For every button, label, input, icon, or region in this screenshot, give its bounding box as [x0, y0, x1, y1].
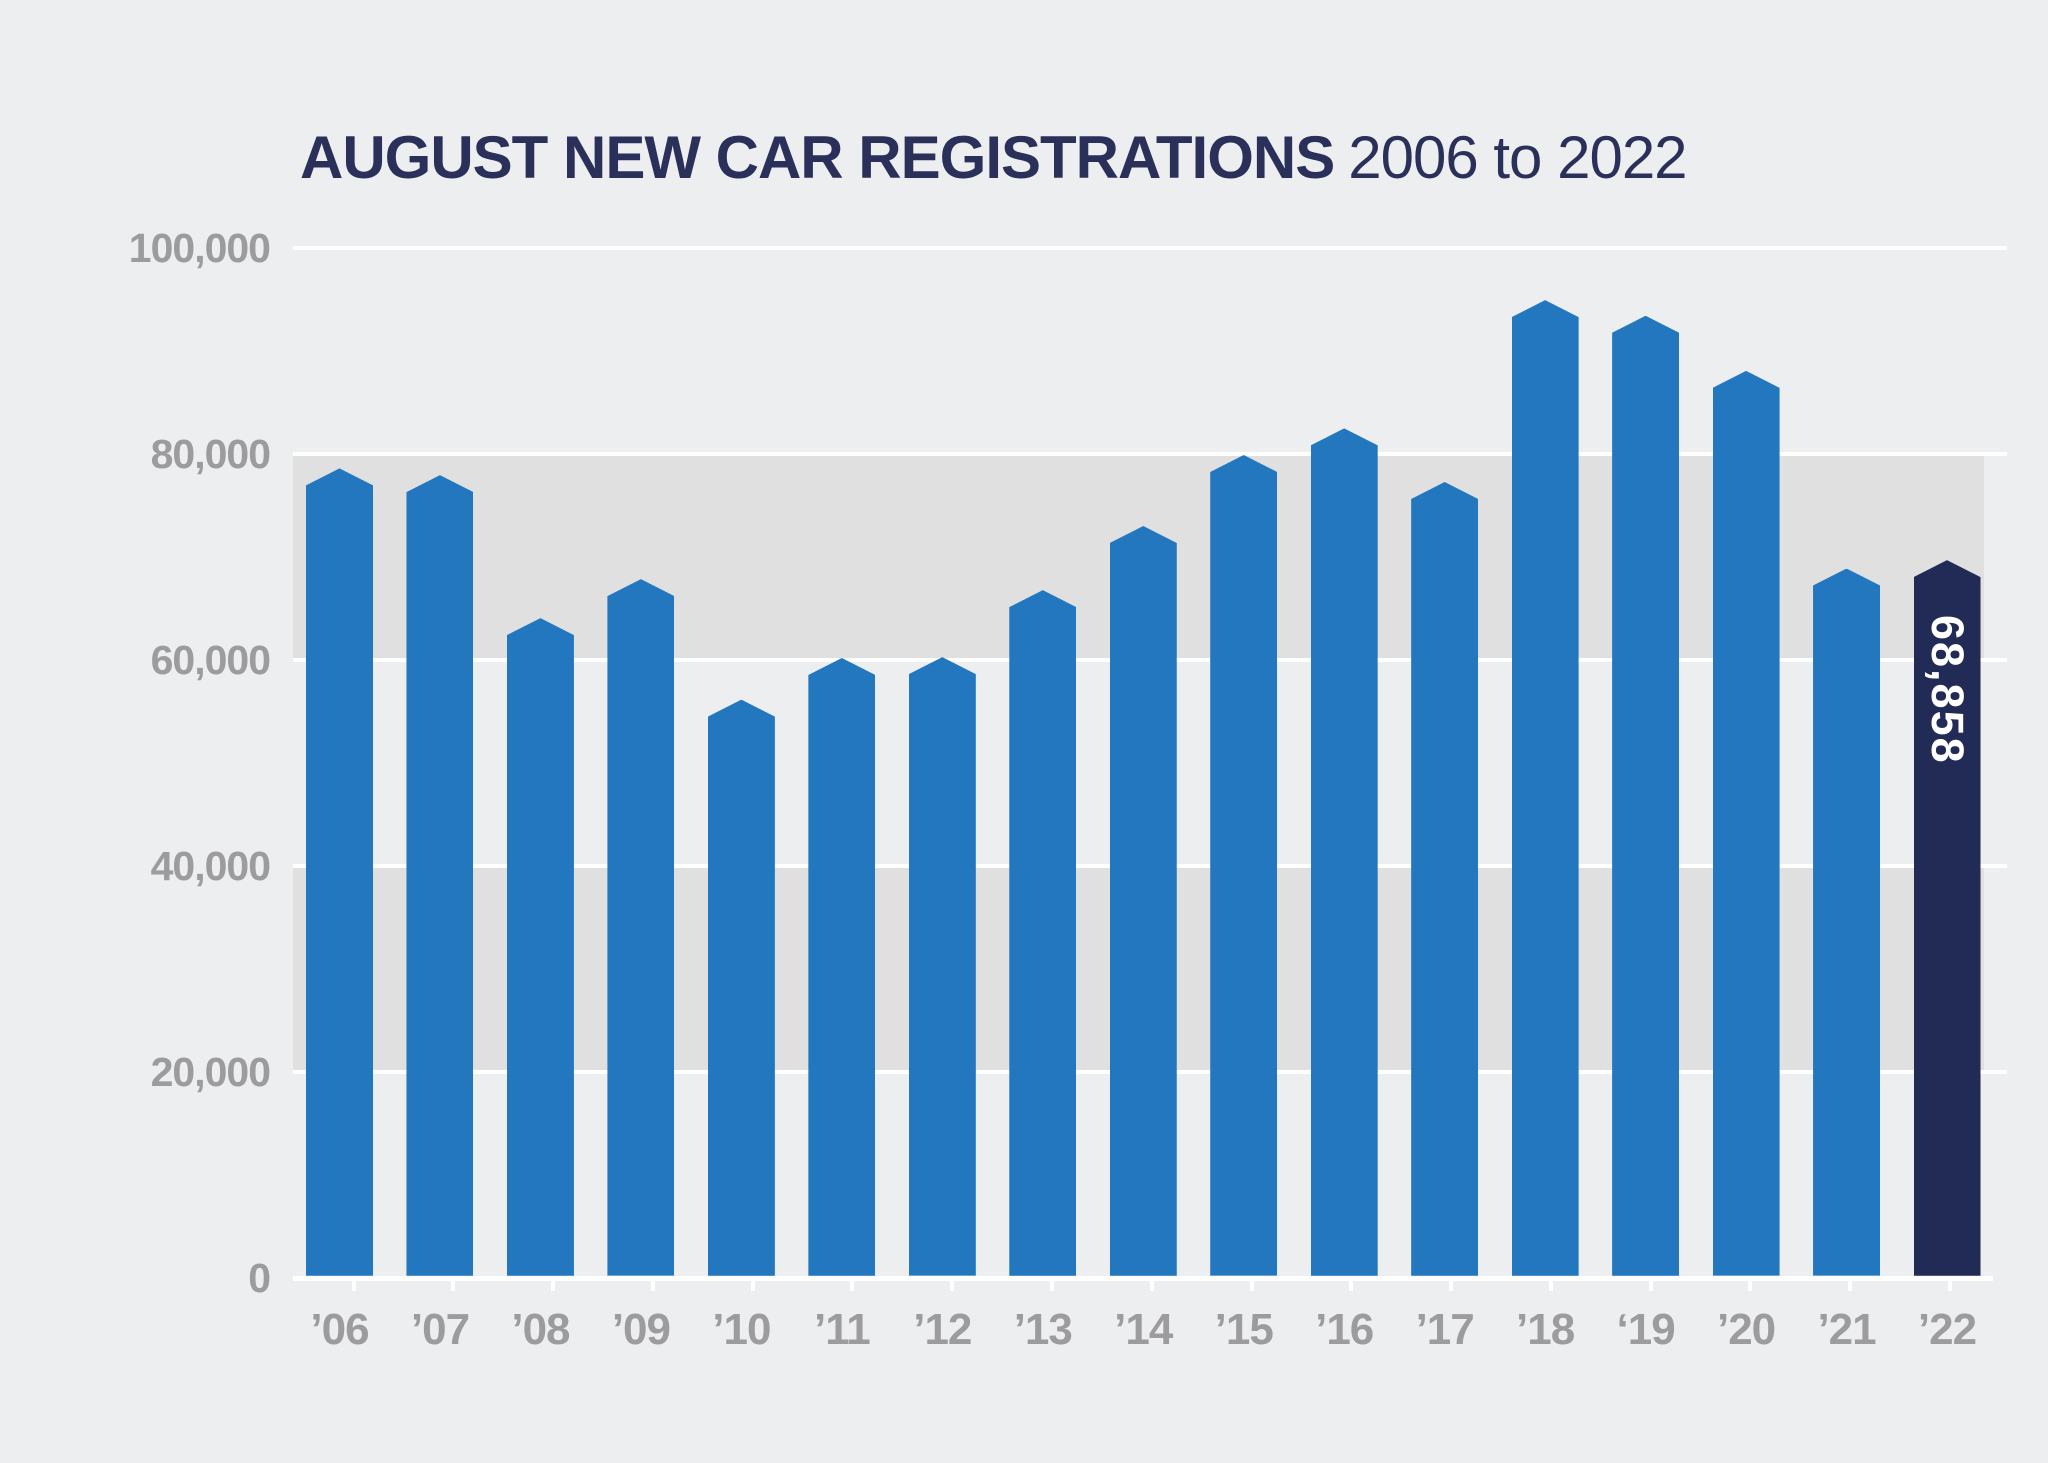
x-axis-label-2019: ‘19	[1616, 1305, 1676, 1354]
bar-2007	[406, 475, 474, 1276]
x-axis-label-2016: ’16	[1315, 1305, 1374, 1354]
x-axis-tick-2011	[850, 1280, 855, 1291]
bar-2012	[908, 657, 976, 1276]
x-axis-label-2018: ’18	[1516, 1305, 1575, 1354]
x-axis-tick-2022	[1948, 1280, 1952, 1291]
bar-2013	[1009, 590, 1077, 1276]
bar-2017	[1411, 482, 1479, 1276]
x-axis-baseline	[293, 1275, 1993, 1281]
x-axis-label-2021: ’21	[1817, 1305, 1876, 1354]
x-axis-tick-2016	[1349, 1280, 1354, 1291]
x-axis-tick-2019	[1648, 1280, 1653, 1291]
x-axis-tick-2006	[351, 1280, 356, 1291]
bar-2009	[607, 579, 675, 1276]
bar-2021	[1813, 568, 1881, 1276]
bar-2018	[1511, 300, 1579, 1276]
bar-2011	[808, 658, 876, 1276]
x-axis-label-2008: ’08	[511, 1305, 570, 1354]
x-axis-tick-2015	[1249, 1280, 1254, 1291]
y-axis-label-80000: 80,000	[150, 430, 271, 477]
y-axis-label-60000: 60,000	[150, 636, 271, 683]
x-axis-tick-2021	[1848, 1280, 1853, 1291]
chart-title-main: AUGUST NEW CAR REGISTRATIONS	[300, 124, 1335, 191]
y-axis-label-100000: 100,000	[128, 224, 271, 271]
bar-2010	[707, 699, 775, 1276]
bar-2022: 68,858	[1913, 560, 1981, 1276]
x-axis-tick-2014	[1149, 1280, 1154, 1291]
x-axis-tick-2008	[551, 1280, 556, 1291]
bar-2016	[1310, 428, 1378, 1276]
x-axis-label-2011: ’11	[813, 1305, 871, 1354]
x-axis-label-2017: ’17	[1415, 1305, 1475, 1354]
bar-2006	[306, 468, 373, 1276]
bar-2019	[1612, 315, 1680, 1276]
bar-2014	[1109, 526, 1177, 1276]
y-axis-label-40000: 40,000	[150, 842, 271, 889]
x-axis-label-2022: ’22	[1917, 1305, 1977, 1354]
highlight-bar-value-label: 68,858	[1922, 615, 1974, 765]
bar-2020	[1712, 370, 1780, 1276]
y-axis-label-20000: 20,000	[150, 1048, 271, 1095]
gridline-100000	[293, 245, 2007, 250]
x-axis-label-2010: ’10	[712, 1305, 771, 1354]
bar-2008	[506, 618, 574, 1276]
x-axis-label-2014: ’14	[1114, 1305, 1173, 1354]
x-axis-tick-2013	[1049, 1280, 1054, 1291]
x-axis-label-2009: ’09	[611, 1305, 671, 1354]
x-axis-tick-2007	[451, 1280, 456, 1291]
x-axis-tick-2018	[1548, 1280, 1553, 1291]
x-axis-tick-2017	[1449, 1280, 1454, 1291]
y-axis-label-0: 0	[248, 1254, 271, 1301]
bar-2015	[1210, 454, 1278, 1276]
x-axis-label-2006: ’06	[310, 1305, 369, 1354]
x-axis-tick-2020	[1748, 1280, 1753, 1291]
x-axis-label-2012: ’12	[913, 1305, 972, 1354]
x-axis-label-2007: ’07	[410, 1305, 470, 1354]
chart-title: AUGUST NEW CAR REGISTRATIONS 2006 to 2022	[300, 124, 1688, 191]
x-axis-tick-2009	[650, 1280, 655, 1291]
x-axis-tick-2012	[950, 1280, 955, 1291]
x-axis-label-2013: ’13	[1013, 1305, 1073, 1354]
x-axis-label-2015: ’15	[1214, 1305, 1274, 1354]
x-axis-label-2020: ’20	[1716, 1305, 1776, 1354]
x-axis-tick-2010	[750, 1280, 755, 1291]
gridline-80000	[293, 451, 2007, 456]
chart-title-period: 2006 to 2022	[1348, 124, 1687, 191]
